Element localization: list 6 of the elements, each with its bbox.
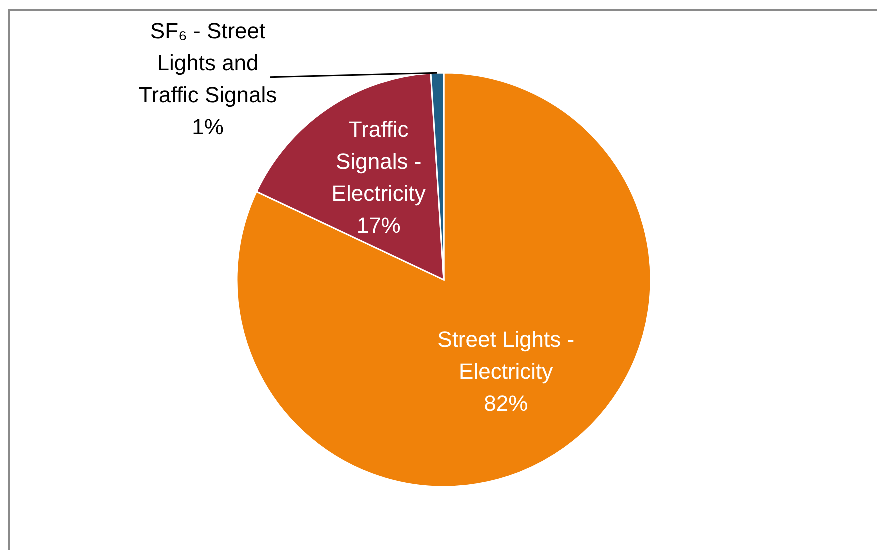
data-label: 17% <box>356 213 401 238</box>
slice-label: Traffic Signals - Electricity <box>332 117 426 206</box>
data-label: 82% <box>484 390 528 416</box>
slice-label: SF₆ - Street Lights and Traffic Signals <box>138 18 278 108</box>
slice-label: Street Lights - Electricity <box>438 326 575 384</box>
data-label: 1% <box>192 114 224 140</box>
